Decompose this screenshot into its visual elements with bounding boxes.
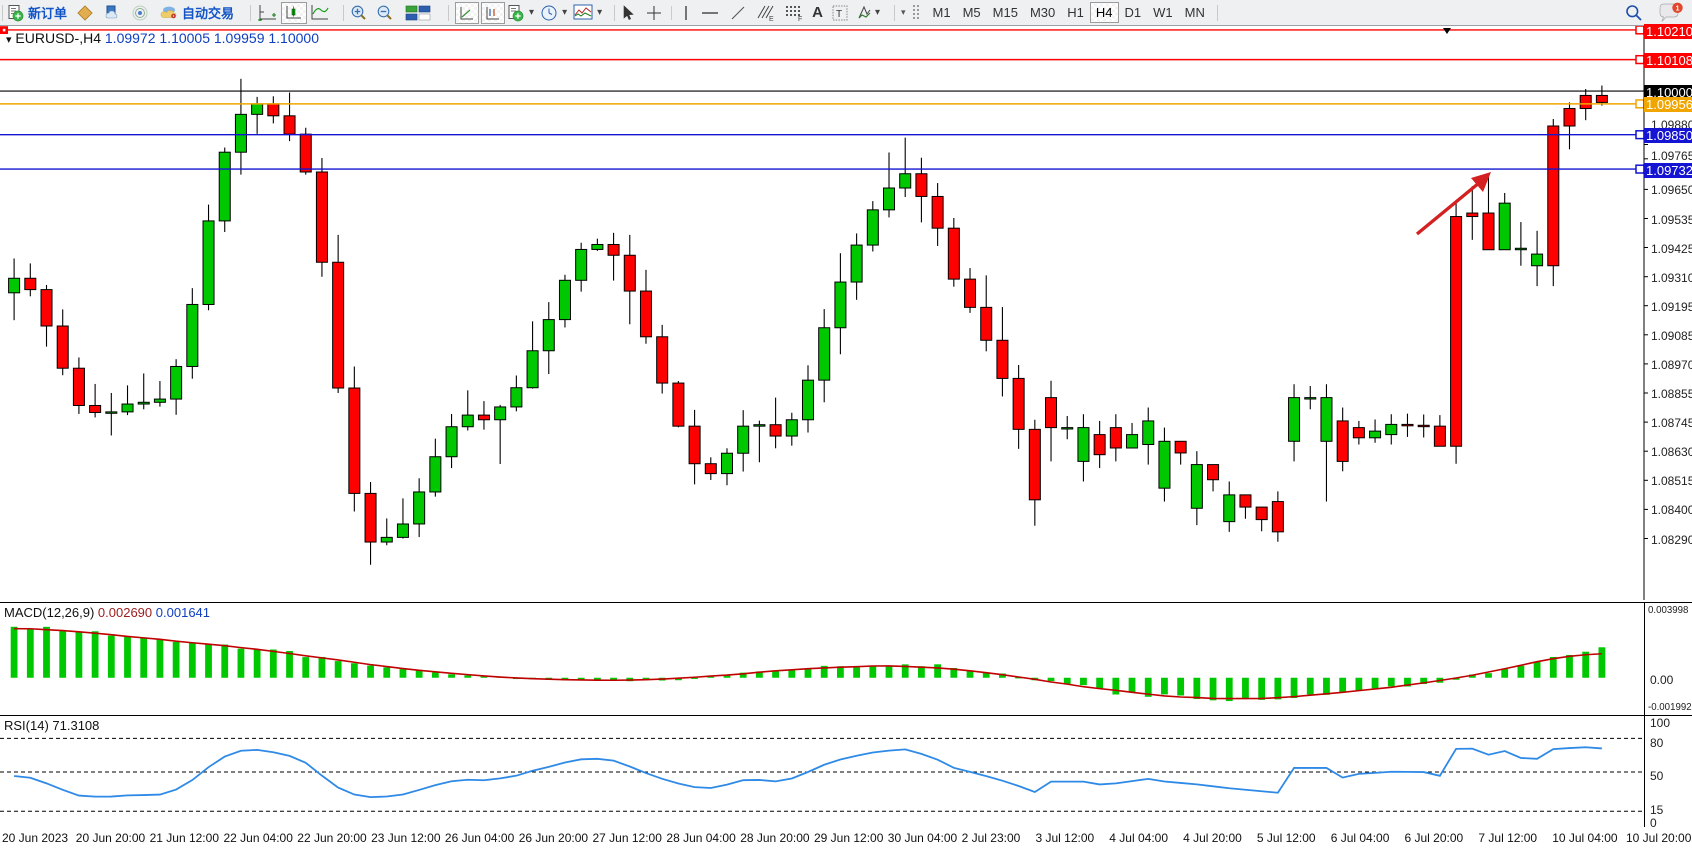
svg-text:1: 1 — [1676, 3, 1680, 12]
svg-text:T: T — [836, 9, 842, 20]
svg-text:F: F — [798, 16, 802, 21]
svg-text:E: E — [769, 16, 774, 22]
